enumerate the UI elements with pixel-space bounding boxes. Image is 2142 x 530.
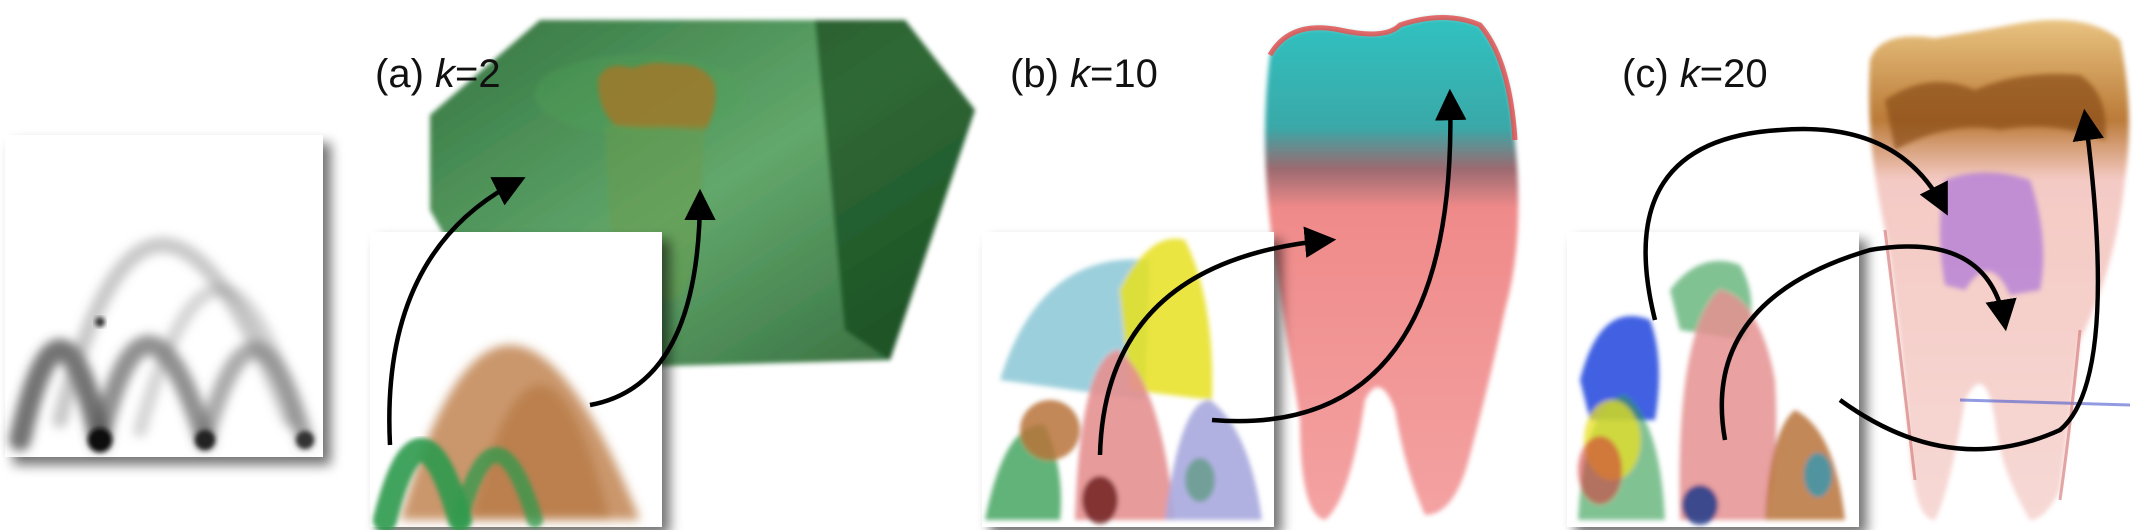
- transfer-arrow: [1211, 88, 1467, 424]
- transfer-arrow: [1643, 126, 1948, 321]
- transfer-arrow: [1838, 108, 2104, 452]
- panel-label-b: (b) k=10: [1010, 52, 1158, 96]
- transfer-arrow: [1097, 226, 1337, 456]
- transfer-arrow: [1719, 244, 2017, 441]
- panel-b: [982, 15, 1519, 527]
- clustered-histogram-a: [370, 232, 662, 530]
- clustered-histogram-b: [982, 232, 1274, 527]
- transfer-arrow: [387, 177, 526, 446]
- panel-label-a: (a) k=2: [375, 52, 501, 96]
- panel-a: [370, 20, 975, 530]
- panel-label-c: (c) k=20: [1622, 52, 1768, 96]
- clustered-histogram-c: [1567, 232, 1859, 527]
- tooth-render-c: [1869, 20, 2131, 520]
- grayscale-histogram: [5, 135, 323, 457]
- tooth-render-a: [598, 62, 716, 300]
- transfer-arrow: [589, 188, 716, 408]
- tooth-render-b: [1265, 15, 1519, 520]
- panel-c: [1567, 20, 2131, 527]
